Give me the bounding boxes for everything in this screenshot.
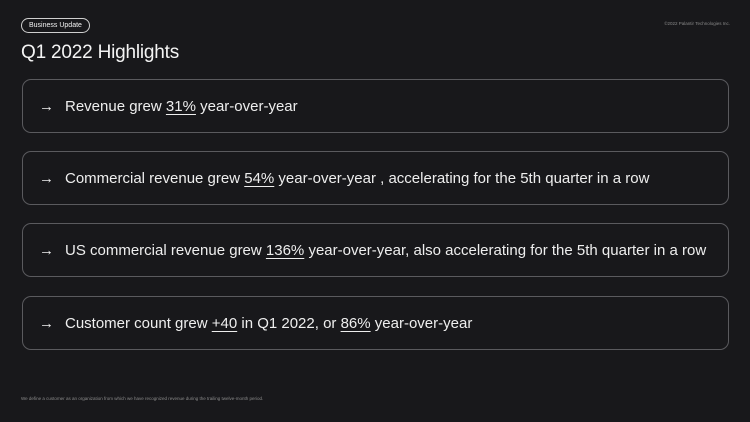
highlight-text: Revenue grew 31% year-over-year (65, 97, 298, 115)
arrow-right-icon: → (39, 241, 54, 259)
page-title: Q1 2022 Highlights (21, 42, 180, 63)
highlight-text: Commercial revenue grew 54% year-over-ye… (65, 169, 650, 187)
highlight-text: US commercial revenue grew 136% year-ove… (65, 241, 707, 259)
arrow-right-icon: → (39, 169, 54, 187)
highlight-card-commercial-revenue: → Commercial revenue grew 54% year-over-… (22, 151, 729, 205)
footnote: We define a customer as an organization … (21, 396, 264, 401)
highlight-card-revenue: → Revenue grew 31% year-over-year (22, 79, 729, 133)
highlight-value: 31% (165, 97, 196, 115)
highlight-value: +40 (211, 314, 238, 332)
highlight-text: Customer count grew +40 in Q1 2022, or 8… (65, 314, 473, 332)
copyright-notice: ©2022 Palantir Technologies Inc. (664, 21, 730, 26)
highlight-value: 136% (265, 241, 305, 259)
highlight-card-us-commercial-revenue: → US commercial revenue grew 136% year-o… (22, 223, 729, 277)
highlight-value: 86% (340, 314, 371, 332)
arrow-right-icon: → (39, 97, 54, 115)
highlight-card-customer-count: → Customer count grew +40 in Q1 2022, or… (22, 296, 729, 350)
highlight-value: 54% (244, 169, 275, 187)
section-tag: Business Update (21, 18, 90, 33)
arrow-right-icon: → (39, 314, 54, 332)
